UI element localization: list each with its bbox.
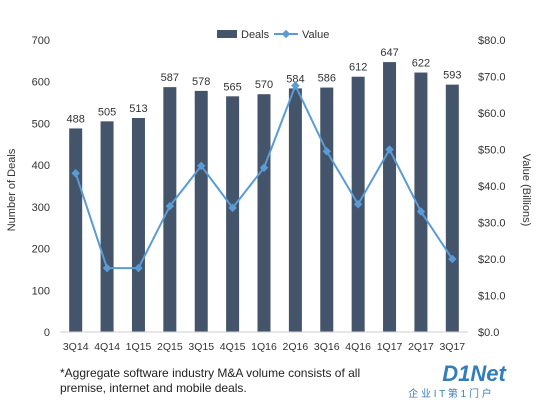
y2-axis-label: Value (Billions) [520, 154, 532, 227]
bar-data-label: 584 [286, 73, 304, 85]
value-line-series [71, 81, 457, 273]
y2-tick-label: $50.0 [478, 145, 506, 157]
bar-data-label: 513 [129, 103, 147, 115]
x-tick-label: 3Q17 [439, 341, 465, 353]
x-tick-label: 3Q14 [63, 341, 89, 353]
y-axis-label: Number of Deals [6, 148, 18, 231]
bar-data-label: 570 [255, 79, 273, 91]
bar-data-label: 488 [67, 113, 85, 125]
legend: Deals Value [217, 29, 329, 41]
y-tick-label: 100 [32, 285, 50, 297]
value-point [102, 263, 112, 273]
x-tick-label: 2Q16 [283, 341, 309, 353]
x-axis-ticks: 3Q14 4Q14 1Q15 2Q15 3Q15 4Q15 1Q16 2Q16 3Q16 4Q16… [63, 341, 465, 353]
legend-deals-label: Deals [241, 29, 270, 41]
x-tick-label: 2Q15 [157, 341, 183, 353]
watermark-brand: D1Net [442, 361, 507, 386]
y2-axis-ticks: $0.0 $10.0 $20.0 $30.0 $40.0 $50.0 $60.0 $70.0 $… [478, 35, 506, 339]
watermark-subtitle: 企 业 I T 第 1 门 户 [408, 387, 492, 400]
y2-tick-label: $60.0 [478, 108, 506, 120]
bar-data-label: 587 [161, 72, 179, 84]
y-tick-label: 500 [32, 118, 50, 130]
footnote-line-1: *Aggregate software industry M&A volume … [60, 366, 361, 380]
y2-tick-label: $0.0 [478, 327, 499, 339]
bar [131, 118, 145, 333]
legend-value-marker [281, 29, 291, 39]
bar [194, 90, 208, 333]
bar [100, 121, 114, 332]
value-point [196, 161, 206, 171]
x-tick-label: 2Q17 [408, 341, 434, 353]
bar [288, 88, 302, 332]
y2-tick-label: $20.0 [478, 254, 506, 266]
y-tick-label: 0 [44, 327, 50, 339]
y2-tick-label: $70.0 [478, 72, 506, 84]
footnote-line-2: premise, internet and mobile deals. [60, 381, 247, 395]
footnote: *Aggregate software industry M&A volume … [60, 366, 440, 396]
bar [320, 87, 334, 332]
y-tick-label: 600 [32, 77, 50, 89]
bar [445, 84, 459, 333]
value-point [385, 145, 394, 154]
bar [257, 94, 271, 332]
bar [226, 96, 240, 332]
x-tick-label: 3Q15 [188, 341, 214, 353]
y-tick-label: 300 [32, 202, 50, 214]
bar [69, 128, 83, 332]
value-point [291, 81, 300, 90]
bar-data-labels: 488 505 513 587 578 565 570 584 586 612 647 622 593 [67, 47, 462, 125]
value-point [165, 201, 175, 211]
y-tick-label: 700 [32, 35, 50, 47]
y2-tick-label: $10.0 [478, 291, 506, 303]
value-point [322, 147, 332, 156]
legend-deals-swatch [217, 30, 237, 38]
bar-data-label: 578 [192, 76, 210, 88]
legend-value-label: Value [302, 29, 329, 41]
x-tick-label: 3Q16 [314, 341, 340, 353]
y2-tick-label: $40.0 [478, 181, 506, 193]
y2-tick-label: $30.0 [478, 218, 506, 230]
value-point [71, 168, 80, 178]
value-point [448, 254, 457, 264]
watermark-logo: D1Net 企 业 I T 第 1 门 户 [408, 361, 507, 400]
x-tick-label: 4Q16 [345, 341, 371, 353]
y-tick-label: 400 [32, 160, 50, 172]
bar-data-label: 593 [443, 70, 461, 82]
bar-data-label: 622 [412, 58, 430, 70]
y-axis-ticks: 0 100 200 300 400 500 600 700 [32, 35, 50, 339]
bar [414, 72, 428, 332]
y2-tick-label: $80.0 [478, 35, 506, 47]
value-point [353, 200, 363, 209]
bar-data-label: 565 [223, 81, 241, 93]
value-point [259, 163, 269, 172]
value-point [228, 203, 237, 213]
x-tick-label: 1Q16 [251, 341, 277, 353]
bar-data-label: 505 [98, 106, 116, 118]
bar-data-label: 647 [380, 47, 398, 59]
x-tick-label: 4Q15 [220, 341, 246, 353]
bar-series [69, 62, 459, 333]
bar-data-label: 612 [349, 62, 367, 74]
y-tick-label: 200 [32, 244, 50, 256]
value-point [416, 207, 426, 216]
x-tick-label: 1Q15 [126, 341, 152, 353]
bar [383, 62, 397, 332]
x-tick-label: 1Q17 [377, 341, 403, 353]
bar-data-label: 586 [318, 73, 336, 85]
value-point [134, 263, 143, 273]
x-tick-label: 4Q14 [94, 341, 120, 353]
